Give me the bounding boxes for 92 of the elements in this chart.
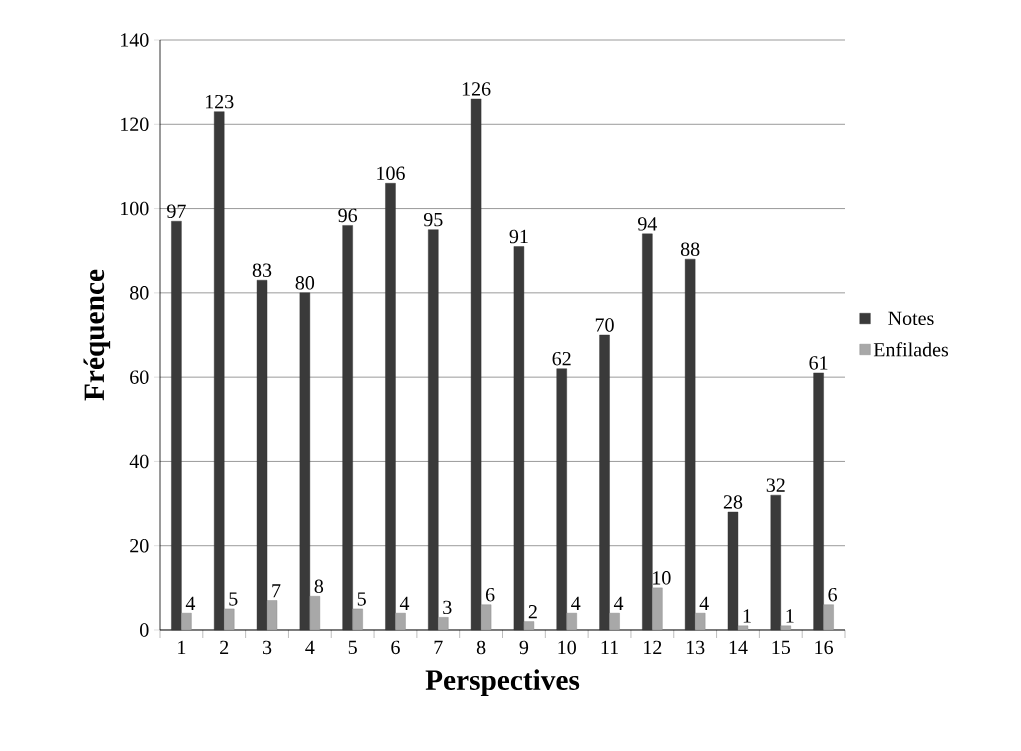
data-label: 8	[314, 579, 324, 594]
x-tick-label: 12	[644, 640, 662, 654]
bar	[642, 233, 653, 631]
bar	[652, 587, 663, 631]
bar	[684, 258, 696, 631]
bar	[694, 612, 706, 631]
bar	[352, 608, 363, 631]
data-label: 2	[528, 605, 537, 619]
x-tick-label: 3	[262, 640, 272, 655]
data-label: 28	[723, 495, 743, 509]
data-label: 123	[205, 94, 234, 109]
bar	[556, 368, 567, 631]
data-label: 10	[653, 571, 671, 585]
bar	[513, 246, 525, 631]
x-tick-label: 4	[305, 640, 315, 654]
data-label: 5	[357, 592, 366, 606]
bar	[385, 183, 396, 631]
bar	[599, 334, 610, 631]
x-axis-title: Perspectives	[425, 669, 580, 696]
data-label: 97	[167, 204, 186, 218]
data-label: 106	[377, 166, 405, 181]
x-tick-label: 10	[558, 640, 576, 655]
data-label: 7	[272, 584, 281, 598]
x-tick-label: 13	[686, 640, 705, 655]
data-label: 32	[766, 478, 785, 492]
data-label: 61	[809, 356, 828, 370]
x-tick-label: 9	[519, 640, 529, 655]
bar	[480, 604, 492, 631]
data-label: 62	[552, 352, 571, 366]
data-label: 5	[229, 592, 238, 606]
bar	[256, 280, 268, 631]
data-label: 88	[680, 242, 700, 256]
bar	[299, 292, 311, 631]
bar	[224, 608, 235, 631]
x-tick-label: 5	[348, 640, 357, 654]
data-label: 1	[786, 609, 794, 623]
x-tick-label: 2	[220, 640, 229, 654]
bar	[309, 596, 321, 631]
bar	[171, 221, 182, 631]
y-tick-label: 60	[130, 370, 149, 384]
data-label: 1	[743, 609, 751, 623]
bar	[266, 600, 278, 631]
x-tick-label: 16	[815, 640, 834, 655]
x-tick-label: 8	[476, 640, 486, 655]
data-label: 95	[423, 212, 443, 227]
bar	[470, 98, 482, 631]
x-tick-label: 1	[178, 640, 186, 654]
data-label: 4	[399, 596, 410, 610]
legend-label: Notes	[888, 311, 934, 326]
bar	[523, 621, 535, 631]
bar	[770, 494, 781, 631]
x-tick-label: 14	[729, 640, 748, 654]
data-label: 4	[185, 596, 196, 610]
bar	[727, 511, 739, 631]
data-label: 4	[699, 596, 709, 610]
y-tick-label: 100	[121, 201, 149, 216]
data-label: 3	[443, 600, 452, 615]
data-label: 94	[637, 217, 658, 231]
data-label: 91	[509, 229, 528, 244]
legend-label: Enfilades	[873, 342, 949, 357]
data-label: 6	[828, 588, 838, 602]
bar	[566, 612, 577, 631]
y-tick-label: 20	[130, 538, 149, 553]
data-label: 83	[252, 263, 272, 277]
bar	[438, 617, 449, 631]
bar	[395, 612, 406, 631]
bar	[342, 225, 353, 631]
data-label: 96	[338, 208, 358, 223]
bar	[609, 612, 620, 631]
y-tick-label: 80	[130, 286, 149, 300]
x-tick-label: 7	[434, 640, 443, 654]
data-label: 4	[571, 596, 581, 610]
x-tick-label: 6	[391, 640, 400, 655]
bar	[428, 229, 439, 631]
data-label: 80	[295, 276, 315, 290]
bar	[823, 604, 834, 631]
x-tick-label: 15	[772, 640, 791, 655]
x-tick-label: 11	[601, 640, 618, 654]
bar	[813, 372, 824, 631]
bar	[214, 111, 225, 631]
data-label: 126	[462, 82, 491, 96]
y-tick-label: 120	[121, 117, 149, 132]
y-axis-title: Fréquence	[83, 269, 111, 401]
bar	[780, 625, 791, 631]
bar	[737, 625, 749, 631]
data-label: 4	[613, 596, 624, 610]
data-label: 70	[595, 318, 614, 332]
data-label: 6	[485, 588, 495, 602]
y-tick-label: 0	[140, 623, 149, 637]
bar	[181, 612, 192, 631]
y-tick-label: 40	[129, 454, 149, 469]
y-tick-label: 140	[121, 33, 149, 47]
